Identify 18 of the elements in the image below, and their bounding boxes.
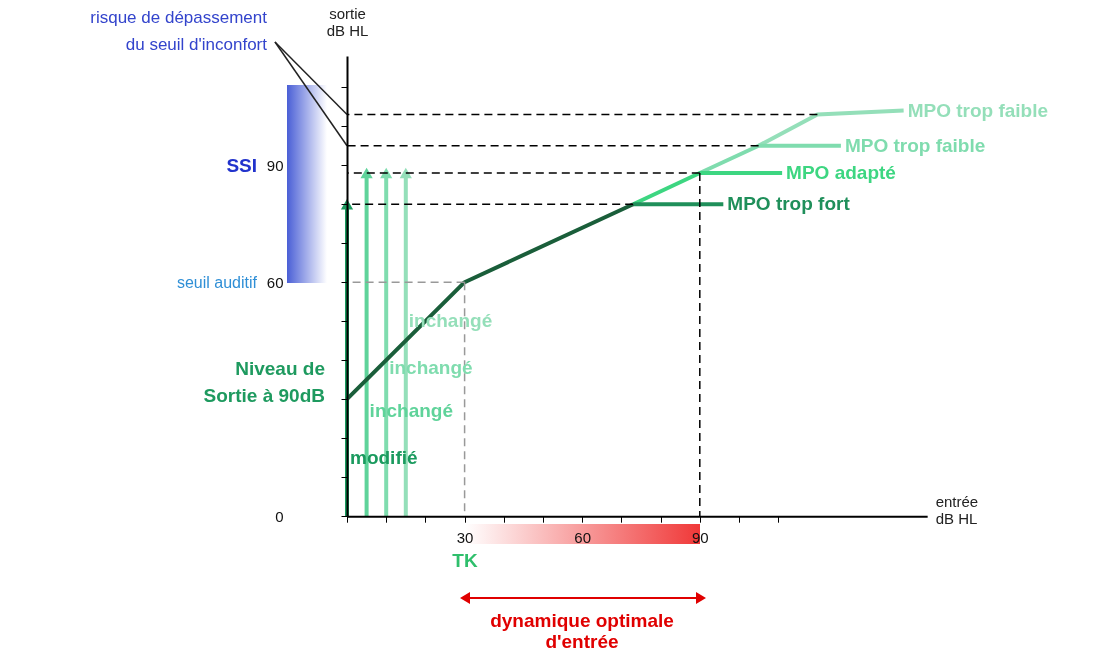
x-tick-label: 30 [456,528,474,546]
y-tick-label: 60 [266,273,284,291]
x-tick-label: 60 [574,528,592,546]
text: SSI [226,155,257,176]
x-axis-title: entrée dB HL [935,492,979,527]
text: seuil auditif [176,274,258,291]
series-label: MPO trop fort [727,193,851,215]
text: dynamique optimale d'entrée [490,610,674,652]
series-label: MPO adapté [786,162,896,183]
text: TK [452,550,478,572]
series-label: MPO trop faible [907,99,1049,121]
text: Niveau de Sortie à 90dB [203,358,325,406]
x-tick-label: 90 [691,528,709,546]
series-label: MPO trop faible [844,134,986,156]
y-tick-label: 90 [266,156,284,174]
annotation: risque de dépassement du seuil d'inconfort [90,8,268,54]
y-axis-title: sortie dB HL [326,4,369,39]
y-tick-label: 0 [275,507,284,525]
